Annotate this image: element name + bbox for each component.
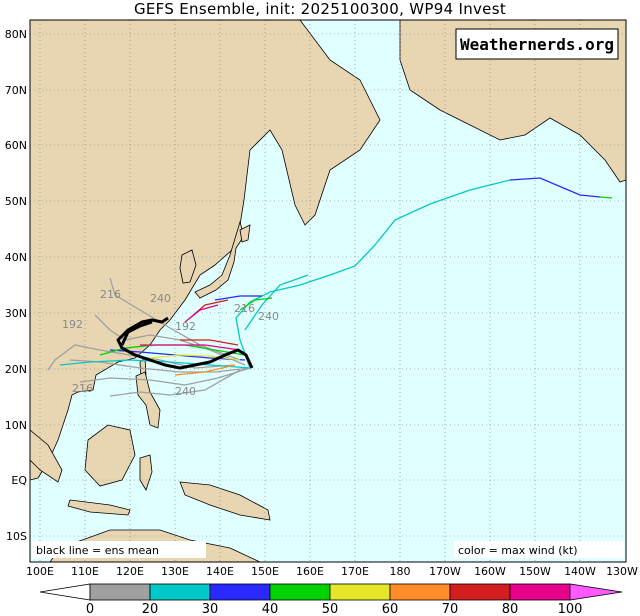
hour-label: 240 xyxy=(150,292,171,305)
hour-label: 192 xyxy=(62,318,83,331)
lat-label: 10N xyxy=(5,419,27,432)
lat-label: 40N xyxy=(5,251,27,264)
colorbar-tick-label: 70 xyxy=(442,602,459,616)
colorbar-tick-label: 80 xyxy=(502,602,519,616)
lat-label: 70N xyxy=(5,84,27,97)
lon-label: 100E xyxy=(26,565,54,578)
track-member-west-magenta xyxy=(140,344,241,351)
colorbar-high-arrow xyxy=(569,583,623,601)
colorbar-segment xyxy=(149,583,211,601)
hour-label: 216 xyxy=(234,302,255,315)
land xyxy=(30,20,626,562)
track-member-recurve-blue xyxy=(214,295,262,301)
lon-label: 160E xyxy=(296,565,324,578)
watermark: Weathernerds.org xyxy=(455,28,619,60)
lon-label: 170E xyxy=(341,565,369,578)
lon-label: 180 xyxy=(390,565,411,578)
land-java xyxy=(67,499,131,516)
map-frame xyxy=(29,19,627,563)
colorbar-segment xyxy=(329,583,391,601)
track-member-west-4 xyxy=(109,277,241,361)
land-sulawesi xyxy=(139,454,153,491)
lon-label: 140W xyxy=(564,565,596,578)
lat-label: 10S xyxy=(6,530,27,543)
land-philippines xyxy=(135,371,161,429)
lon-label: 150W xyxy=(519,565,551,578)
hour-label: 216 xyxy=(72,382,93,395)
colorbar-tick-label: 50 xyxy=(322,602,339,616)
land-borneo xyxy=(84,424,136,487)
land-hokkaido xyxy=(239,224,251,243)
land-korea xyxy=(179,249,197,284)
lon-label: 130E xyxy=(161,565,189,578)
colorbar-tick-label: 20 xyxy=(142,602,159,616)
colorbar-tick-label: 30 xyxy=(202,602,219,616)
land-japan xyxy=(194,220,245,299)
svg-text:Weathernerds.org: Weathernerds.org xyxy=(460,35,614,54)
lon-label: 160W xyxy=(474,565,506,578)
track-member-recurve-long-strong xyxy=(509,177,601,198)
lon-label: 140E xyxy=(206,565,234,578)
colorbar-segment xyxy=(389,583,451,601)
lon-labels: 100E 110E 120E 130E 140E 150E 160E 170E … xyxy=(26,565,638,578)
track-member-recurve-magenta xyxy=(184,304,219,323)
lon-label: 130W xyxy=(606,565,638,578)
lon-label: 150E xyxy=(251,565,279,578)
track-member-west-2 xyxy=(79,367,251,386)
ensemble-mean-track-branch xyxy=(120,320,153,346)
track-member-west-3 xyxy=(94,314,246,366)
hour-label: 240 xyxy=(175,385,196,398)
colorbar-tick-label: 100 xyxy=(558,602,583,616)
track-member-recurve-long xyxy=(235,179,511,369)
hour-label: 192 xyxy=(175,320,196,333)
lat-labels: 80N 70N 60N 50N 40N 30N 20N 10N EQ 10S xyxy=(5,28,28,543)
legend-right: color = max wind (kt) xyxy=(454,541,624,558)
track-member-west-orange xyxy=(174,364,236,376)
land-malay xyxy=(30,429,63,483)
colorbar-tick-label: 0 xyxy=(86,602,94,616)
track-member-west-6 xyxy=(109,369,241,397)
page-title: GEFS Ensemble, init: 2025100300, WP94 In… xyxy=(133,0,507,18)
colorbar-segment xyxy=(509,583,571,601)
lon-label: 110E xyxy=(71,565,99,578)
lat-label: 80N xyxy=(5,28,27,41)
track-member-west-yellow xyxy=(149,354,241,361)
ensemble-tracks xyxy=(47,177,613,397)
lat-label: 60N xyxy=(5,139,27,152)
lon-label: 120E xyxy=(116,565,144,578)
lat-label: 30N xyxy=(5,307,27,320)
lon-label: 170W xyxy=(429,565,461,578)
legend-left: black line = ens mean xyxy=(32,541,206,558)
colorbar-tick-label: 40 xyxy=(262,602,279,616)
colorbar-segment xyxy=(269,583,331,601)
track-member-recurve-160e xyxy=(244,274,309,331)
colorbar-segment xyxy=(89,583,151,601)
track-member-recurve-long-end xyxy=(599,196,613,199)
colorbar-segment xyxy=(209,583,271,601)
lat-label: 20N xyxy=(5,363,27,376)
track-member-recurve-150e xyxy=(239,297,273,311)
svg-text:black line = ens mean: black line = ens mean xyxy=(36,544,159,557)
land-asia xyxy=(30,20,381,481)
colorbar-tick-label: 60 xyxy=(382,602,399,616)
svg-text:color = max wind (kt): color = max wind (kt) xyxy=(458,544,578,557)
track-member-west-red xyxy=(180,339,239,346)
hour-label: 216 xyxy=(100,288,121,301)
ensemble-mean-track xyxy=(116,316,254,370)
colorbar-segment xyxy=(449,583,511,601)
colorbar-low-arrow xyxy=(39,583,91,601)
lat-label: EQ xyxy=(11,474,27,487)
lat-label: 50N xyxy=(5,195,27,208)
hour-label: 240 xyxy=(258,310,279,323)
colorbar: 0 20 30 40 50 60 70 80 100 xyxy=(39,583,623,616)
